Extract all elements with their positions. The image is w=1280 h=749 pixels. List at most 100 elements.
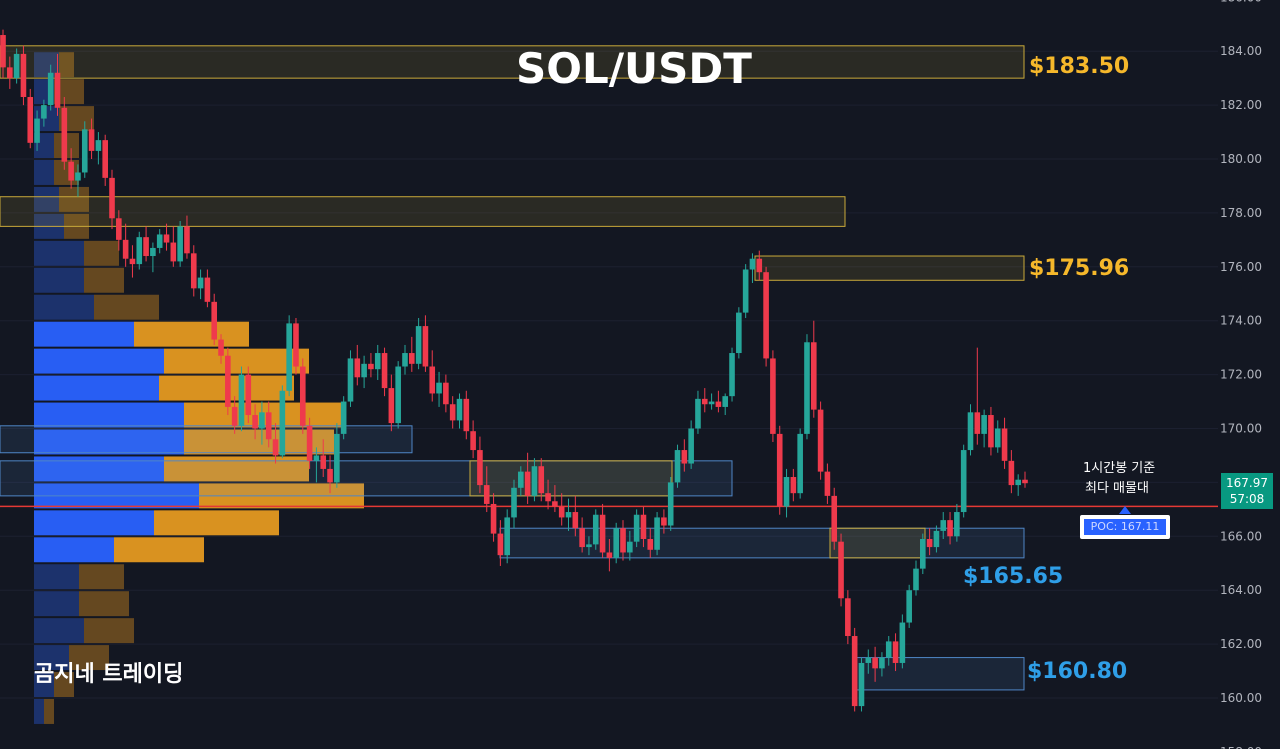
y-tick-label: 166.00 xyxy=(1220,529,1262,543)
candle-down xyxy=(27,97,34,143)
volume-bar-up xyxy=(34,348,164,374)
candle-down xyxy=(218,339,224,356)
candle-up xyxy=(613,528,619,558)
candle-up xyxy=(804,342,810,434)
candle-down xyxy=(490,503,497,534)
candle-down xyxy=(265,412,272,440)
candle-down xyxy=(620,528,626,553)
volume-bar-down xyxy=(84,240,119,266)
candle-down xyxy=(0,35,6,68)
candle-down xyxy=(368,363,374,370)
annotation-arrow-icon xyxy=(1119,506,1131,514)
candle-up xyxy=(879,657,885,669)
candle-down xyxy=(756,258,763,273)
candle-up xyxy=(913,568,919,591)
candle-up xyxy=(197,277,204,289)
y-tick-label: 176.00 xyxy=(1220,260,1262,274)
candle-down xyxy=(143,237,149,257)
candle-down xyxy=(497,533,504,556)
poc-annotation-line1: 1시간봉 기준 xyxy=(1083,461,1156,476)
candle-up xyxy=(511,487,517,518)
candle-down xyxy=(204,277,211,302)
candle-up xyxy=(688,428,694,464)
candle-down xyxy=(974,412,981,434)
volume-bar-up xyxy=(34,321,134,347)
volume-bar-down xyxy=(54,160,79,185)
candle-down xyxy=(647,538,654,550)
candle-up xyxy=(920,538,926,569)
volume-bar-up xyxy=(34,375,159,401)
candle-down xyxy=(640,514,647,539)
candle-down xyxy=(892,641,899,663)
candle-down xyxy=(817,409,824,472)
candle-down xyxy=(845,598,851,637)
y-tick-label: 170.00 xyxy=(1220,422,1262,436)
candle-down xyxy=(606,552,613,558)
volume-bar-down xyxy=(84,618,134,644)
price-axis[interactable]: 186.00 184.00 182.00 180.00 178.00 176.00 174.… xyxy=(1220,0,1262,749)
candle-down xyxy=(988,415,994,448)
volume-bar-down xyxy=(79,591,129,617)
volume-bar-up xyxy=(34,672,54,697)
volume-bar-up xyxy=(34,186,59,212)
candle-up xyxy=(633,514,640,542)
candle-up xyxy=(456,398,463,421)
y-tick-label: 186.00 xyxy=(1220,0,1262,4)
candle-down xyxy=(299,366,306,426)
level-label-176: $175.96 xyxy=(1029,256,1130,281)
candle-down xyxy=(470,431,476,451)
candle-up xyxy=(627,541,633,553)
candle-up xyxy=(954,512,960,537)
candle-down xyxy=(838,541,844,599)
candle-down xyxy=(109,177,115,219)
candle-down xyxy=(831,495,838,542)
volume-bar-up xyxy=(34,429,184,455)
y-tick-label: 184.00 xyxy=(1220,44,1262,58)
candle-down xyxy=(483,485,490,504)
volume-bar-down xyxy=(154,510,279,536)
candle-up xyxy=(415,326,422,364)
volume-bar-up xyxy=(34,402,184,428)
chart-title: SOL/USDT xyxy=(516,44,752,93)
candle-down xyxy=(599,514,606,553)
candle-down xyxy=(252,415,258,429)
candle-up xyxy=(722,396,729,407)
volume-bar-down xyxy=(59,186,89,212)
y-tick-label: 178.00 xyxy=(1220,206,1262,220)
candle-up xyxy=(177,226,183,262)
volume-bar-down xyxy=(114,537,204,563)
candle-up xyxy=(374,353,381,370)
candle-down xyxy=(272,439,279,456)
candle-down xyxy=(701,398,708,405)
resistance-zone xyxy=(754,255,1025,281)
candle-down xyxy=(320,455,327,469)
candle-down xyxy=(409,353,415,364)
y-tick-label: 164.00 xyxy=(1220,583,1262,597)
candle-up xyxy=(885,641,892,658)
candle-down xyxy=(20,53,27,98)
candle-up xyxy=(858,662,865,707)
volume-bar-up xyxy=(34,618,84,644)
candle-up xyxy=(75,172,81,181)
level-label-165: $165.65 xyxy=(963,564,1064,589)
resistance-zone xyxy=(469,460,673,497)
candle-up xyxy=(13,53,20,79)
volume-bar-up xyxy=(34,564,79,590)
candle-down xyxy=(463,398,470,432)
poc-annotation-line2: 최다 매물대 xyxy=(1085,481,1149,496)
resistance-zone xyxy=(829,527,926,559)
watermark-label: 곰지네 트레이딩 xyxy=(34,662,184,687)
candle-up xyxy=(41,105,47,119)
candle-up xyxy=(279,390,286,456)
candle-up xyxy=(960,450,967,513)
candle-down xyxy=(211,301,218,340)
candle-down xyxy=(245,374,252,416)
candle-down xyxy=(443,382,449,405)
candle-up xyxy=(1015,479,1021,486)
candle-up xyxy=(340,401,347,434)
candle-up xyxy=(783,477,790,507)
candlesticks xyxy=(0,29,1028,712)
candle-up xyxy=(361,363,367,378)
candle-up xyxy=(667,482,674,526)
